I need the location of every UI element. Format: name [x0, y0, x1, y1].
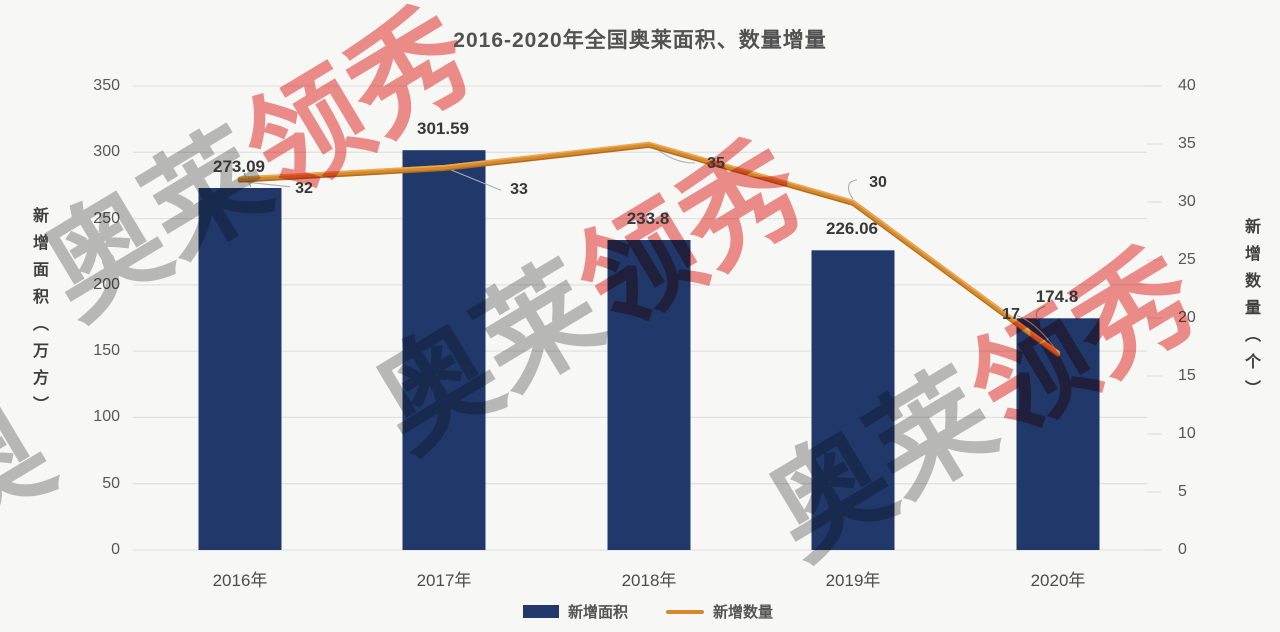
right-axis-tick: 5 — [1178, 483, 1187, 500]
line-swatch-icon — [666, 609, 704, 614]
left-axis-tick: 200 — [93, 275, 120, 293]
right-axis-tick: 35 — [1178, 135, 1196, 152]
right-axis-tick: 25 — [1178, 251, 1196, 268]
right-axis-tick: 15 — [1178, 367, 1196, 384]
label-leader-line — [243, 181, 291, 188]
x-axis-label: 2017年 — [416, 571, 472, 590]
line-series-highlight — [239, 141, 1059, 353]
label-leader-line — [1035, 305, 1046, 320]
left-axis-tick: 250 — [93, 209, 120, 227]
x-axis-label: 2016年 — [212, 571, 268, 590]
bar-2020年 — [1016, 318, 1100, 550]
right-axis-tick: 10 — [1178, 425, 1196, 442]
right-axis-tick: 0 — [1178, 541, 1187, 558]
right-axis-tick: 20 — [1178, 309, 1196, 326]
bar-value-label: 233.8 — [626, 209, 670, 229]
line-value-label: 33 — [510, 181, 528, 199]
bar-value-label: 301.59 — [417, 119, 469, 139]
legend-item-count: 新增数量 — [666, 601, 773, 622]
bar-2016年 — [198, 188, 282, 550]
line-value-label: 32 — [295, 179, 313, 197]
bar-value-label: 273.09 — [213, 156, 265, 176]
left-axis-tick: 300 — [93, 143, 120, 161]
legend-label-area: 新增面积 — [567, 604, 628, 621]
bar-2019年 — [811, 250, 895, 551]
bar-value-label: 226.06 — [826, 219, 878, 239]
x-axis-label: 2018年 — [621, 571, 677, 590]
left-axis-title: 新增面积（万方） — [30, 207, 47, 423]
label-leader-line — [1016, 315, 1057, 351]
line-series — [237, 141, 1061, 356]
right-axis-tick: 40 — [1178, 77, 1196, 94]
line-value-label: 17 — [1002, 305, 1020, 323]
left-axis-tick: 100 — [93, 408, 120, 426]
legend-label-count: 新增数量 — [713, 604, 774, 621]
bar-2017年 — [402, 150, 486, 550]
bar-2018年 — [607, 240, 691, 550]
label-leader-line — [848, 179, 858, 200]
left-axis-tick: 350 — [93, 77, 120, 94]
legend-item-area: 新增面积 — [522, 601, 628, 622]
chart-title: 2016-2020年全国奥莱面积、数量增量 — [453, 29, 827, 52]
x-axis-label: 2020年 — [1030, 571, 1086, 590]
left-axis-tick: 50 — [102, 474, 120, 492]
x-axis-label: 2019年 — [825, 571, 881, 590]
line-value-label: 30 — [869, 174, 887, 191]
bar-swatch-icon — [522, 605, 559, 618]
label-leader-line — [446, 167, 502, 191]
left-axis-tick: 150 — [93, 342, 120, 360]
left-axis-tick: 0 — [111, 541, 120, 558]
right-axis-tick: 30 — [1178, 193, 1196, 210]
right-axis-title: 新增数量（个） — [1242, 218, 1259, 407]
bar-value-label: 174.8 — [1035, 287, 1079, 307]
legend: 新增面积 新增数量 — [16, 601, 1280, 622]
line-value-label: 35 — [707, 155, 725, 172]
